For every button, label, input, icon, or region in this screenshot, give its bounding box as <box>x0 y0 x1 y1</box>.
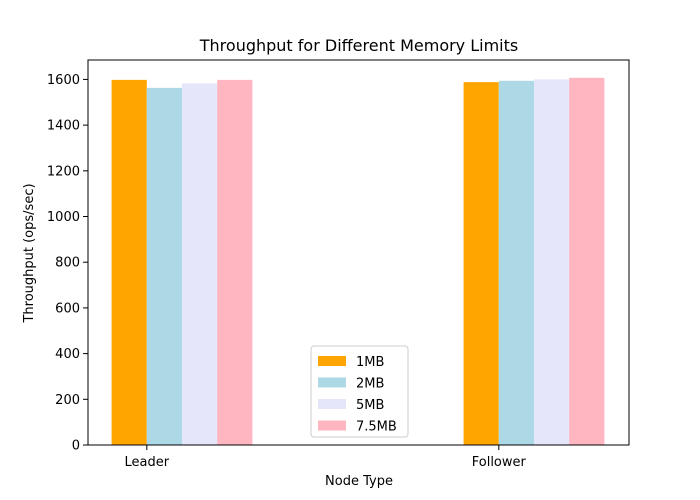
bar-2mb-follower <box>498 80 534 445</box>
bar-7-5mb-leader <box>217 79 253 445</box>
legend-label: 1MB <box>356 355 384 370</box>
y-tick-label: 1000 <box>47 210 80 225</box>
y-tick-label: 600 <box>55 301 80 316</box>
y-tick-label: 0 <box>72 439 80 454</box>
x-tick-label: Leader <box>125 455 170 470</box>
legend-swatch <box>318 399 346 409</box>
legend-frame <box>310 345 409 438</box>
legend-swatch <box>318 377 346 388</box>
bar-7-5mb-follower <box>569 77 605 445</box>
bar-5mb-leader <box>182 83 218 446</box>
y-tick-label: 1200 <box>47 164 80 179</box>
y-tick-label: 1600 <box>47 73 80 88</box>
y-tick-label: 1400 <box>47 119 80 134</box>
chart-title: Throughput for Different Memory Limits <box>199 36 518 55</box>
legend-label: 5MB <box>356 398 384 413</box>
legend-swatch <box>318 420 346 431</box>
x-tick-label: Follower <box>472 455 527 470</box>
legend-label: 2MB <box>356 377 384 392</box>
bar-1mb-leader <box>111 79 147 445</box>
legend-swatch <box>318 356 346 366</box>
legend-label: 7.5MB <box>356 420 397 435</box>
y-tick-label: 800 <box>55 256 80 271</box>
legend: 1MB 2MB 5MB 7.5MB <box>310 345 409 438</box>
y-tick-label: 200 <box>55 393 80 408</box>
y-tick-label: 400 <box>55 347 80 362</box>
bar-1mb-follower <box>463 82 499 445</box>
bar-5mb-follower <box>534 79 570 446</box>
y-axis-ticks: 0 200 400 600 800 1000 1200 1400 1600 <box>47 73 88 454</box>
x-axis-label: Node Type <box>325 474 393 489</box>
x-axis-ticks: Leader Follower <box>125 445 527 470</box>
bars-group <box>111 77 605 446</box>
plot-frame <box>87 59 630 446</box>
y-axis-label: Throughput (ops/sec) <box>22 183 37 323</box>
bar-2mb-leader <box>146 87 182 446</box>
